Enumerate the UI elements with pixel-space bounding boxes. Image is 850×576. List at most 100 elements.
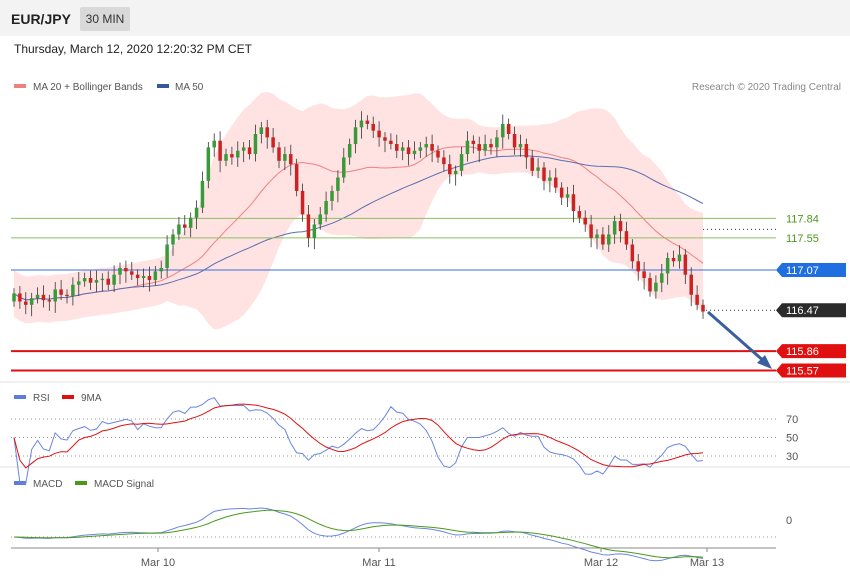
macd-signal-line	[13, 509, 704, 559]
candle-body	[565, 194, 570, 198]
date-line: Thursday, March 12, 2020 12:20:32 PM CET	[14, 42, 252, 56]
candle-body	[371, 123, 375, 131]
candle-body	[418, 147, 423, 151]
candle-body	[194, 207, 199, 218]
candle-body	[130, 271, 134, 275]
candle-body	[536, 167, 540, 171]
rsi-line	[13, 397, 704, 484]
pair-title: EUR/JPY	[11, 11, 71, 27]
candle-body	[271, 137, 275, 148]
candle-body	[12, 293, 16, 302]
candle-body	[29, 298, 34, 305]
candle-body	[636, 261, 640, 272]
moving-averages	[13, 146, 704, 301]
candle-body	[471, 140, 476, 145]
candle-body	[353, 127, 358, 145]
ma20-legend-swatch	[14, 84, 26, 88]
candle-body	[241, 147, 246, 151]
candle-body	[53, 289, 57, 302]
candle-body	[212, 140, 216, 148]
candle-body	[554, 177, 558, 188]
candle-body	[47, 300, 52, 302]
credit-label: Research © 2020 Trading Central	[692, 82, 841, 93]
candle-body	[542, 167, 546, 181]
bollinger-bands	[14, 91, 703, 330]
candle-body	[601, 234, 605, 245]
candle-body	[677, 254, 682, 262]
candle-body	[624, 231, 629, 245]
candle-body	[330, 190, 334, 201]
level-label: 116.47	[786, 305, 819, 317]
candle-body	[654, 282, 658, 292]
candle-body	[559, 187, 564, 198]
candle-body	[683, 254, 688, 275]
candle-body	[395, 144, 399, 151]
candle-body	[489, 144, 493, 148]
candle-body	[253, 133, 258, 155]
candle-body	[65, 294, 69, 297]
candle-body	[665, 257, 670, 274]
candle-body	[660, 273, 664, 283]
candle-body	[430, 144, 434, 151]
bollinger-band-area	[14, 91, 703, 330]
candle-body	[100, 278, 105, 281]
ma50-line	[13, 155, 704, 301]
candle-body	[389, 140, 393, 145]
candle-body	[159, 267, 163, 272]
level-label: 117.84	[786, 213, 819, 225]
candle-body	[400, 147, 405, 151]
candle-body	[289, 154, 293, 165]
candle-body	[459, 154, 464, 171]
candle-body	[701, 304, 705, 312]
candle-body	[436, 150, 440, 158]
candle-body	[135, 274, 140, 279]
candle-body	[342, 157, 346, 178]
candle-body	[118, 267, 122, 275]
candle-body	[294, 164, 299, 191]
level-tag	[776, 303, 846, 318]
macd-legend-label: MACD	[33, 479, 62, 490]
candle-body	[671, 257, 676, 262]
candle-body	[448, 164, 452, 175]
candle-body	[336, 177, 340, 191]
timeframe-button[interactable]: 30 MIN	[80, 7, 130, 31]
candle-body	[206, 147, 211, 181]
top-bar: EUR/JPY 30 MIN	[0, 0, 850, 36]
x-tick-label: Mar 13	[690, 557, 724, 569]
candle-body	[82, 278, 87, 282]
signal-legend-label: MACD Signal	[94, 479, 154, 490]
level-label: 117.55	[786, 233, 819, 245]
x-axis-ticks: Mar 10 Mar 11 Mar 12 Mar 13	[141, 548, 724, 569]
candle-body	[312, 224, 317, 238]
rsi-legend-swatch	[14, 395, 26, 399]
candle-body	[277, 147, 281, 161]
candle-body	[259, 127, 264, 134]
signal-legend-swatch	[75, 481, 87, 485]
candle-body	[377, 130, 381, 138]
candlesticks	[12, 111, 705, 319]
candle-body	[612, 221, 617, 235]
candle-body	[577, 211, 582, 218]
candle-body	[477, 144, 481, 151]
candle-body	[247, 147, 252, 155]
candle-body	[88, 278, 93, 283]
candle-body	[583, 217, 587, 225]
level-label: 115.86	[786, 346, 819, 358]
candle-body	[642, 271, 646, 279]
rsi-level-label: 50	[786, 433, 798, 445]
candle-body	[442, 157, 446, 165]
candle-body	[530, 157, 534, 171]
candle-body	[18, 293, 22, 302]
candle-body	[630, 244, 635, 262]
level-tag	[776, 344, 846, 359]
candle-body	[71, 284, 75, 297]
candle-body	[188, 217, 193, 228]
candle-body	[347, 144, 352, 158]
candle-body	[153, 271, 158, 281]
candle-body	[412, 150, 417, 155]
level-label: 117.07	[786, 265, 819, 277]
candle-body	[483, 144, 487, 151]
candle-body	[147, 276, 152, 281]
candle-body	[224, 154, 228, 161]
